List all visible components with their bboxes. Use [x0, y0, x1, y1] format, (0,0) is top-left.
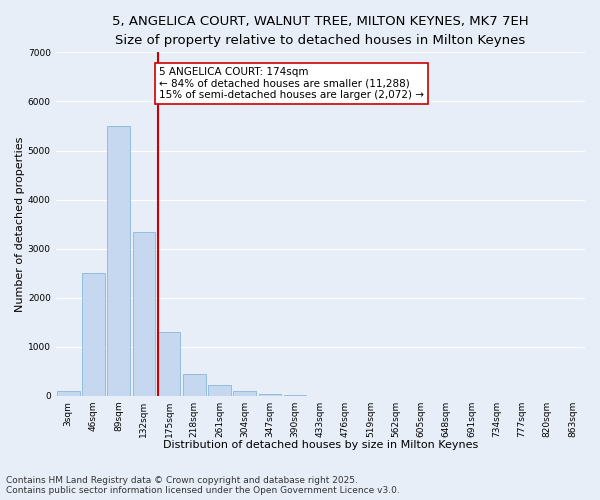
Bar: [208, 384, 231, 396]
Bar: [233, 391, 256, 396]
Bar: [107, 126, 130, 396]
Text: 5 ANGELICA COURT: 174sqm
← 84% of detached houses are smaller (11,288)
15% of se: 5 ANGELICA COURT: 174sqm ← 84% of detach…: [159, 67, 424, 100]
Bar: [158, 332, 181, 396]
Title: 5, ANGELICA COURT, WALNUT TREE, MILTON KEYNES, MK7 7EH
Size of property relative: 5, ANGELICA COURT, WALNUT TREE, MILTON K…: [112, 15, 529, 47]
Bar: [133, 232, 155, 396]
Bar: [183, 374, 206, 396]
Bar: [259, 394, 281, 396]
Text: Contains HM Land Registry data © Crown copyright and database right 2025.
Contai: Contains HM Land Registry data © Crown c…: [6, 476, 400, 495]
Y-axis label: Number of detached properties: Number of detached properties: [15, 136, 25, 312]
X-axis label: Distribution of detached houses by size in Milton Keynes: Distribution of detached houses by size …: [163, 440, 478, 450]
Bar: [57, 391, 80, 396]
Bar: [82, 274, 105, 396]
